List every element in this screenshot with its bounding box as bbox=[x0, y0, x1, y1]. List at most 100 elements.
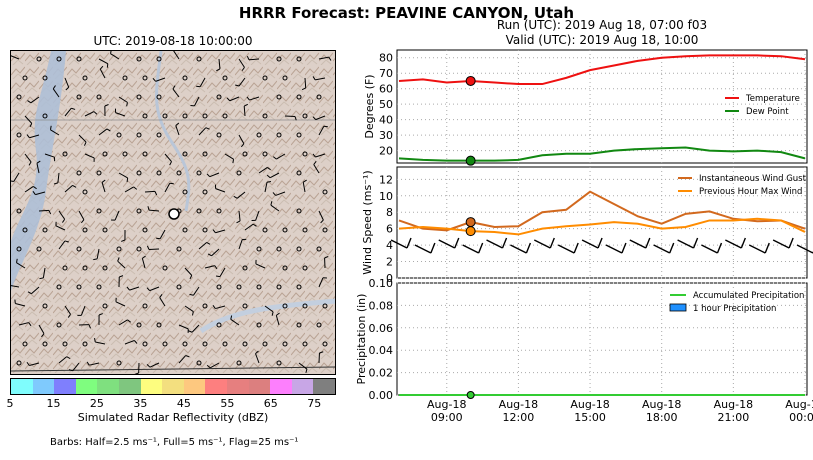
calm-wind-circle bbox=[302, 151, 308, 157]
calm-wind-circle bbox=[156, 132, 162, 138]
wind-barb bbox=[318, 277, 324, 288]
calm-wind-circle bbox=[182, 151, 188, 157]
wind-barb bbox=[95, 341, 106, 345]
wind-barb bbox=[194, 96, 200, 107]
y-tick-label: 10 bbox=[379, 190, 393, 203]
wind-barb bbox=[269, 172, 280, 179]
wind-barb-flag bbox=[67, 314, 71, 318]
wind-barb-flag bbox=[86, 361, 90, 366]
y-tick-label: 0.06 bbox=[369, 322, 394, 335]
y-tick-label: 4 bbox=[386, 239, 393, 252]
calm-wind-circle bbox=[76, 284, 82, 290]
wind-barb bbox=[64, 185, 73, 193]
x-tick-label: Aug-18 bbox=[642, 398, 681, 411]
wind-barb bbox=[50, 129, 60, 136]
calm-wind-circle bbox=[42, 113, 48, 119]
wind-barb-flag bbox=[272, 192, 276, 196]
calm-wind-circle bbox=[182, 341, 188, 347]
calm-wind-circle bbox=[56, 322, 62, 328]
wind-barb bbox=[238, 239, 243, 250]
calm-wind-circle bbox=[116, 132, 122, 138]
timeseries-wind-barb bbox=[653, 244, 671, 254]
legend-label: Dew Point bbox=[746, 107, 789, 117]
calm-wind-circle bbox=[296, 94, 302, 100]
wind-barb bbox=[118, 172, 128, 179]
timeseries-wind-barb-flag bbox=[716, 242, 723, 254]
wind-barb-flag bbox=[276, 312, 280, 316]
wind-barb-flag bbox=[119, 275, 124, 278]
y-tick-label: 0.08 bbox=[369, 299, 394, 312]
wind-barb-flag bbox=[39, 277, 44, 280]
wind-barb bbox=[164, 153, 172, 162]
timeseries-wind-barb-flag bbox=[645, 237, 651, 249]
calm-wind-circle bbox=[262, 75, 268, 81]
calm-wind-circle bbox=[216, 94, 222, 100]
wind-barb-flag bbox=[156, 237, 161, 240]
wind-barb-flag bbox=[93, 111, 98, 115]
wind-barb bbox=[16, 262, 26, 269]
colorbar-swatch bbox=[97, 379, 119, 394]
wind-barb bbox=[215, 229, 226, 234]
x-tick-label: 15:00 bbox=[574, 411, 606, 424]
x-tick-label: Aug-18 bbox=[714, 398, 753, 411]
calm-wind-circle bbox=[282, 265, 288, 271]
calm-wind-circle bbox=[256, 246, 262, 252]
calm-wind-circle bbox=[182, 227, 188, 233]
calm-wind-circle bbox=[102, 303, 108, 309]
colorbar-tick-label: 25 bbox=[89, 397, 104, 410]
wind-barb bbox=[11, 285, 20, 288]
calm-wind-circle bbox=[256, 322, 262, 328]
calm-wind-circle bbox=[242, 303, 248, 309]
calm-wind-circle bbox=[276, 132, 282, 138]
calm-wind-circle bbox=[202, 113, 208, 119]
y-tick-label: 8 bbox=[386, 206, 393, 219]
calm-wind-circle bbox=[156, 322, 162, 328]
wind-barb bbox=[218, 58, 221, 70]
wind-barb bbox=[313, 164, 320, 174]
wind-barb bbox=[315, 77, 326, 81]
wind-barb bbox=[255, 210, 260, 221]
wind-barb-flag bbox=[266, 181, 272, 183]
x-tick-label: Aug-18 bbox=[499, 398, 538, 411]
wind-barb-flag bbox=[191, 311, 194, 316]
calm-wind-circle bbox=[302, 341, 308, 347]
wind-barb-flag bbox=[215, 275, 221, 278]
wind-barb-flag bbox=[252, 223, 257, 227]
wind-barb-flag bbox=[324, 255, 329, 259]
wind-barb bbox=[99, 68, 106, 79]
calm-wind-circle bbox=[202, 189, 208, 195]
calm-wind-circle bbox=[276, 94, 282, 100]
calm-wind-circle bbox=[82, 189, 88, 195]
wind-barb-flag bbox=[127, 319, 132, 323]
calm-wind-circle bbox=[196, 360, 202, 366]
wind-barb bbox=[148, 209, 160, 212]
wind-barb-flag bbox=[147, 206, 150, 211]
calm-wind-circle bbox=[262, 151, 268, 157]
wind-barb bbox=[173, 51, 180, 60]
wind-barb-flag bbox=[126, 286, 130, 291]
wind-barb bbox=[215, 305, 226, 310]
calm-wind-circle bbox=[322, 189, 328, 195]
timeseries-wind-barb-flag bbox=[692, 237, 699, 249]
calm-wind-circle bbox=[136, 56, 142, 62]
wind-barb-flag bbox=[175, 122, 180, 126]
wind-barb bbox=[96, 248, 100, 259]
wind-barb bbox=[244, 223, 254, 231]
map-terrain-svg bbox=[11, 51, 335, 374]
timeseries-wind-barb bbox=[486, 239, 503, 249]
wind-barb-flag bbox=[233, 195, 238, 199]
wind-barb-flag bbox=[142, 255, 146, 259]
wind-barb bbox=[172, 88, 180, 98]
wind-barb-flag bbox=[189, 275, 193, 280]
calm-wind-circle bbox=[202, 303, 208, 309]
calm-wind-circle bbox=[136, 132, 142, 138]
wind-barb bbox=[124, 340, 135, 345]
timeseries-wind-barb-flag bbox=[573, 242, 579, 254]
wind-barb-flag bbox=[267, 167, 271, 171]
timeseries-wind-barb-flag bbox=[430, 242, 436, 254]
wind-barb-flag bbox=[236, 220, 241, 224]
wind-barb bbox=[209, 172, 220, 178]
wind-barb-flag bbox=[216, 68, 221, 72]
river-line-south bbox=[199, 298, 335, 334]
wind-barb bbox=[199, 77, 206, 87]
